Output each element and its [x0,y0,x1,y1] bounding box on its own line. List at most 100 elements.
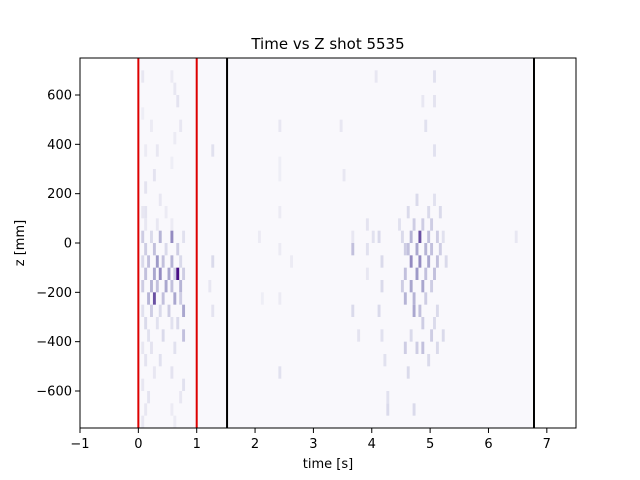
heatmap-cell [412,304,416,317]
heatmap-cell [380,255,384,268]
heatmap-cell [409,230,413,243]
x-tick-label: 4 [368,437,376,452]
heatmap-cell [158,304,162,317]
x-tick-label: 7 [543,437,551,452]
heatmap-cell [403,243,407,256]
heatmap-cell [412,403,416,416]
heatmap-cell [152,169,156,182]
heatmap-cell [173,415,177,428]
heatmap-cell [182,230,186,243]
heatmap-cell [152,243,156,256]
heatmap-cell [415,243,419,256]
heatmap-cell [427,230,431,243]
heatmap-cell [147,391,151,404]
heatmap-cell [141,255,145,268]
y-tick-label: 600 [47,89,72,104]
heatmap-cell [176,267,180,280]
heatmap-cell [144,267,148,280]
heatmap-cell [179,292,183,305]
heatmap-cell [383,354,387,367]
heatmap-cell [167,267,171,280]
heatmap-cell [430,243,434,256]
heatmap-cell [260,292,264,305]
heatmap-cell [427,354,431,367]
heatmap-cell [278,119,282,132]
heatmap-cell [433,95,436,108]
heatmap-cell [403,292,407,305]
heatmap-cell [211,255,215,268]
heatmap-cell [150,119,153,132]
heatmap-cell [514,230,518,243]
heatmap-cell [406,243,410,256]
heatmap-cell [144,243,148,256]
heatmap-cell [170,280,174,293]
heatmap-cell [155,144,159,157]
heatmap-cell [164,243,168,256]
heatmap-cell [208,280,212,293]
heatmap-cell [161,292,165,305]
heatmap-cell [170,317,174,330]
heatmap-cell [357,329,361,342]
y-tick-label: −600 [36,385,72,400]
x-tick-label: 2 [251,437,259,452]
heatmap-cell [150,280,153,293]
heatmap-cell [415,267,419,280]
heatmap-cell [374,70,378,83]
heatmap-cell [424,267,428,280]
heatmap-cell [167,304,171,317]
heatmap-cell [158,354,162,367]
heatmap-cell [147,255,151,268]
heatmap-cell [144,354,148,367]
heatmap-cell [424,292,428,305]
heatmap-cell [418,255,422,268]
heatmap-cell [141,341,145,354]
heatmap-cell [400,230,404,243]
heatmap-cell [365,218,369,231]
heatmap-cell [170,70,174,83]
heatmap-cell [176,95,180,108]
heatmap-cell [430,280,434,293]
heatmap-cell [141,230,145,243]
heatmap-cell [182,267,186,280]
heatmap-cell [409,255,413,268]
heatmap-cell [141,70,145,83]
x-tick-label: 3 [309,437,317,452]
x-axis-label: time [s] [303,457,353,472]
heatmap-cell [403,267,407,280]
heatmap-cell [351,230,355,243]
heatmap-cell [173,292,177,305]
heatmap-cell [278,206,282,219]
heatmap-cell [278,243,282,256]
y-tick-label: 0 [64,237,72,252]
heatmap-cell [278,156,282,169]
background-region-layer [138,58,533,428]
heatmap-cell [427,255,431,268]
heatmap-cell [164,280,168,293]
heatmap-cell [173,267,177,280]
heatmap-cell [161,255,165,268]
heatmap-cell [144,206,148,219]
heatmap-cell [418,230,422,243]
heatmap-cell [141,304,145,317]
heatmap-cell [179,255,183,268]
heatmap-cell [141,206,145,219]
x-tick-label: 5 [426,437,434,452]
heatmap-cell [152,366,156,379]
heatmap-cell [424,119,428,132]
y-tick-label: 200 [47,187,72,202]
heatmap-cell [141,280,145,293]
y-tick-label: −400 [36,335,72,350]
heatmap-cell [403,341,407,354]
chart-title: Time vs Z shot 5535 [250,35,404,53]
heatmap-cell [412,292,416,305]
heatmap-cell [278,292,282,305]
heatmap-cell [179,391,183,404]
heatmap-cell [211,144,215,157]
heatmap-cell [182,304,186,317]
heatmap-cell [158,230,162,243]
heatmap-cell [170,366,174,379]
heatmap-cell [211,304,215,317]
heatmap-cell [152,267,156,280]
y-tick-label: −200 [36,286,72,301]
